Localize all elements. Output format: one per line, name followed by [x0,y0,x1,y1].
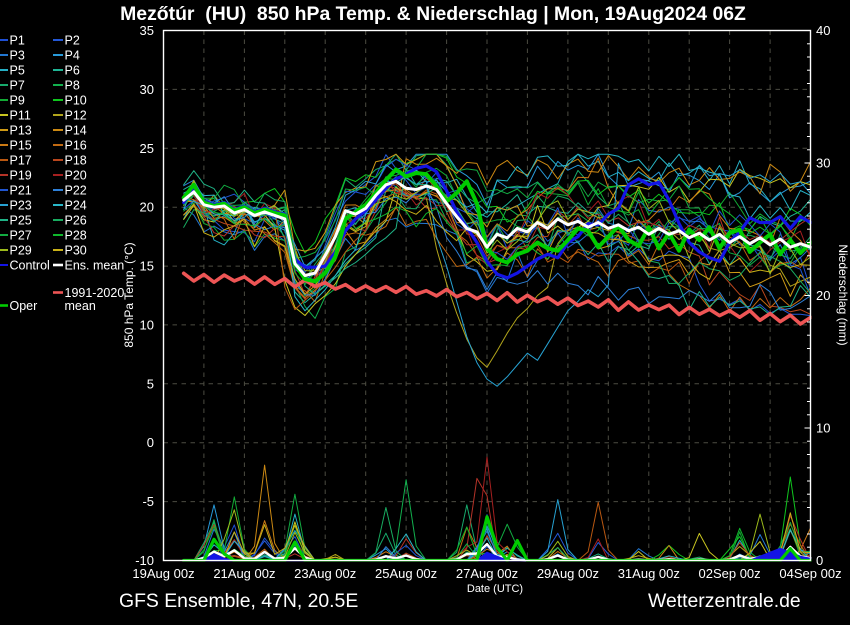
svg-text:20: 20 [816,288,830,303]
svg-text:P10: P10 [65,94,87,108]
svg-text:25Aug 00z: 25Aug 00z [375,566,437,581]
svg-text:P25: P25 [10,214,32,228]
svg-text:0: 0 [147,435,154,450]
svg-text:P5: P5 [10,64,25,78]
svg-text:29Aug 00z: 29Aug 00z [537,566,599,581]
svg-text:Oper: Oper [10,299,38,313]
svg-text:-5: -5 [142,494,154,509]
svg-text:40: 40 [816,23,830,38]
svg-text:P19: P19 [10,169,32,183]
svg-text:P28: P28 [65,229,87,243]
svg-text:P23: P23 [10,199,32,213]
svg-text:30: 30 [140,82,154,97]
svg-text:P26: P26 [65,214,87,228]
svg-text:Ens. mean: Ens. mean [65,259,125,273]
svg-text:P24: P24 [65,199,87,213]
svg-text:P14: P14 [65,124,87,138]
svg-text:-10: -10 [135,553,154,568]
svg-text:Wetterzentrale.de: Wetterzentrale.de [648,590,801,612]
svg-text:850 hPa Temp. (°C): 850 hPa Temp. (°C) [122,242,136,347]
svg-text:04Sep 00z: 04Sep 00z [779,566,841,581]
svg-text:30: 30 [816,156,830,171]
svg-text:15: 15 [140,259,154,274]
svg-text:P3: P3 [10,49,25,63]
svg-text:Date (UTC): Date (UTC) [467,583,523,595]
svg-text:27Aug 00z: 27Aug 00z [456,566,518,581]
svg-text:GFS Ensemble, 47N, 20.5E: GFS Ensemble, 47N, 20.5E [119,590,358,612]
svg-text:10: 10 [140,317,154,332]
svg-text:19Aug 00z: 19Aug 00z [132,566,194,581]
svg-text:P13: P13 [10,124,32,138]
svg-text:P7: P7 [10,79,25,93]
svg-text:P27: P27 [10,229,32,243]
svg-text:20: 20 [140,200,154,215]
svg-text:0: 0 [816,553,823,568]
svg-text:P4: P4 [65,49,80,63]
svg-text:P18: P18 [65,154,87,168]
svg-text:P17: P17 [10,154,32,168]
svg-text:P6: P6 [65,64,80,78]
svg-text:P9: P9 [10,94,25,108]
svg-text:P30: P30 [65,244,87,258]
svg-text:P8: P8 [65,79,80,93]
svg-text:23Aug 00z: 23Aug 00z [294,566,356,581]
svg-text:P11: P11 [10,109,31,123]
svg-text:P15: P15 [10,139,32,153]
svg-text:31Aug 00z: 31Aug 00z [618,566,680,581]
svg-text:P21: P21 [10,184,32,198]
svg-text:Mezőtúr (HU) 850 hPa Temp. &: Mezőtúr (HU) 850 hPa Temp. & Niederschla… [120,3,746,25]
svg-text:Control: Control [10,259,50,273]
svg-text:P22: P22 [65,184,87,198]
svg-text:P12: P12 [65,109,87,123]
svg-text:P2: P2 [65,34,80,48]
svg-text:25: 25 [140,141,154,156]
svg-text:Niederschlag (mm): Niederschlag (mm) [836,244,850,345]
svg-text:mean: mean [65,299,96,313]
svg-text:P29: P29 [10,244,32,258]
svg-text:P16: P16 [65,139,87,153]
svg-text:21Aug 00z: 21Aug 00z [213,566,275,581]
svg-text:10: 10 [816,421,830,436]
svg-text:P1: P1 [10,34,25,48]
svg-text:P20: P20 [65,169,87,183]
svg-text:02Sep 00z: 02Sep 00z [699,566,761,581]
svg-text:5: 5 [147,376,154,391]
svg-text:35: 35 [140,23,154,38]
svg-text:1991-2020: 1991-2020 [65,286,125,300]
